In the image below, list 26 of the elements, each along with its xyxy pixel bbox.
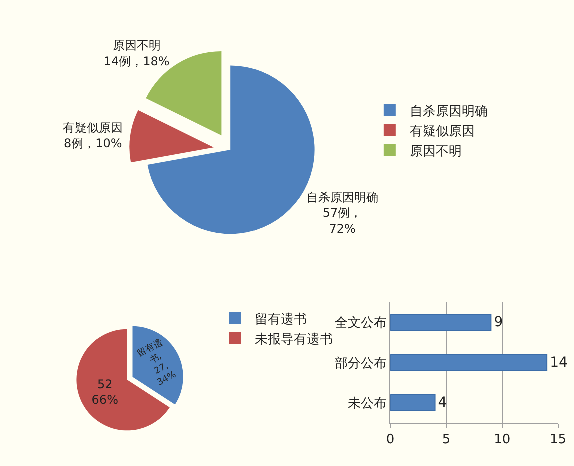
- legend-label: 未报导有遗书: [255, 332, 334, 348]
- slice-label: 原因不明: [112, 38, 161, 53]
- data-label: 8例，10%: [64, 136, 122, 150]
- x-tick-label: 10: [494, 432, 511, 448]
- y-tick-label: 未公布: [348, 396, 387, 412]
- data-label: 留有遗 书, 27, 34%: [136, 337, 178, 388]
- legend-label: 留有遗书: [255, 312, 308, 328]
- data-label: 14: [550, 354, 568, 371]
- slice-label: 自杀原因明确: [306, 190, 379, 205]
- bar: [390, 354, 548, 372]
- legend-label: 有疑似原因: [410, 124, 475, 140]
- slice-label: 有疑似原因: [63, 120, 124, 135]
- data-label: 52 66%: [92, 377, 118, 407]
- y-tick-label: 全文公布: [334, 316, 387, 332]
- x-tick-label: 0: [386, 432, 395, 448]
- y-tick-label: 部分公布: [334, 356, 387, 372]
- legend-label: 原因不明: [410, 144, 462, 160]
- bar: [390, 314, 492, 332]
- x-tick-label: 15: [550, 432, 567, 448]
- bar: [390, 394, 436, 412]
- data-label: 9: [494, 314, 504, 331]
- legend-label: 自杀原因明确: [410, 104, 488, 120]
- data-label: 14例，18%: [104, 54, 170, 68]
- x-tick-label: 5: [442, 432, 451, 448]
- data-label: 4: [438, 394, 448, 411]
- data-label: 57例， 72%: [322, 206, 362, 236]
